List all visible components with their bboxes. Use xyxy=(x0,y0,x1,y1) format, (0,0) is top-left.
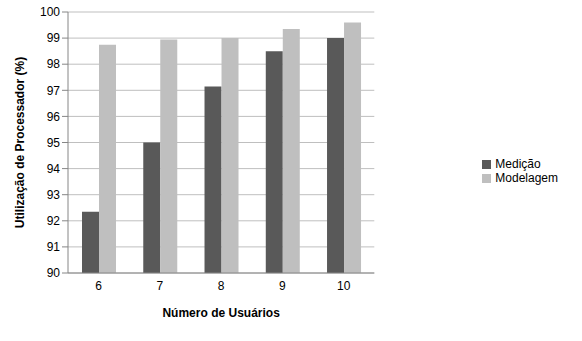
svg-text:9: 9 xyxy=(279,279,286,293)
svg-text:92: 92 xyxy=(47,214,61,228)
html-text:Medição: Medição xyxy=(495,156,541,171)
html-text:Modelagem: Modelagem xyxy=(495,170,558,185)
svg-text:93: 93 xyxy=(47,188,61,202)
svg-text:98: 98 xyxy=(47,57,61,71)
svg-text:Número de Usuários: Número de Usuários xyxy=(162,306,280,320)
svg-text:96: 96 xyxy=(47,110,61,124)
svg-text:10: 10 xyxy=(337,279,351,293)
svg-text:95: 95 xyxy=(47,136,61,150)
svg-text:7: 7 xyxy=(157,279,164,293)
svg-text:8: 8 xyxy=(218,279,225,293)
svg-text:91: 91 xyxy=(47,240,61,254)
svg-text:100: 100 xyxy=(40,5,60,19)
svg-text:90: 90 xyxy=(47,266,61,280)
svg-text:99: 99 xyxy=(47,31,61,45)
svg-text:97: 97 xyxy=(47,84,61,98)
svg-text:Utilização de Processador (%): Utilização de Processador (%) xyxy=(13,57,27,228)
svg-text:94: 94 xyxy=(47,162,61,176)
svg-text:6: 6 xyxy=(95,279,102,293)
